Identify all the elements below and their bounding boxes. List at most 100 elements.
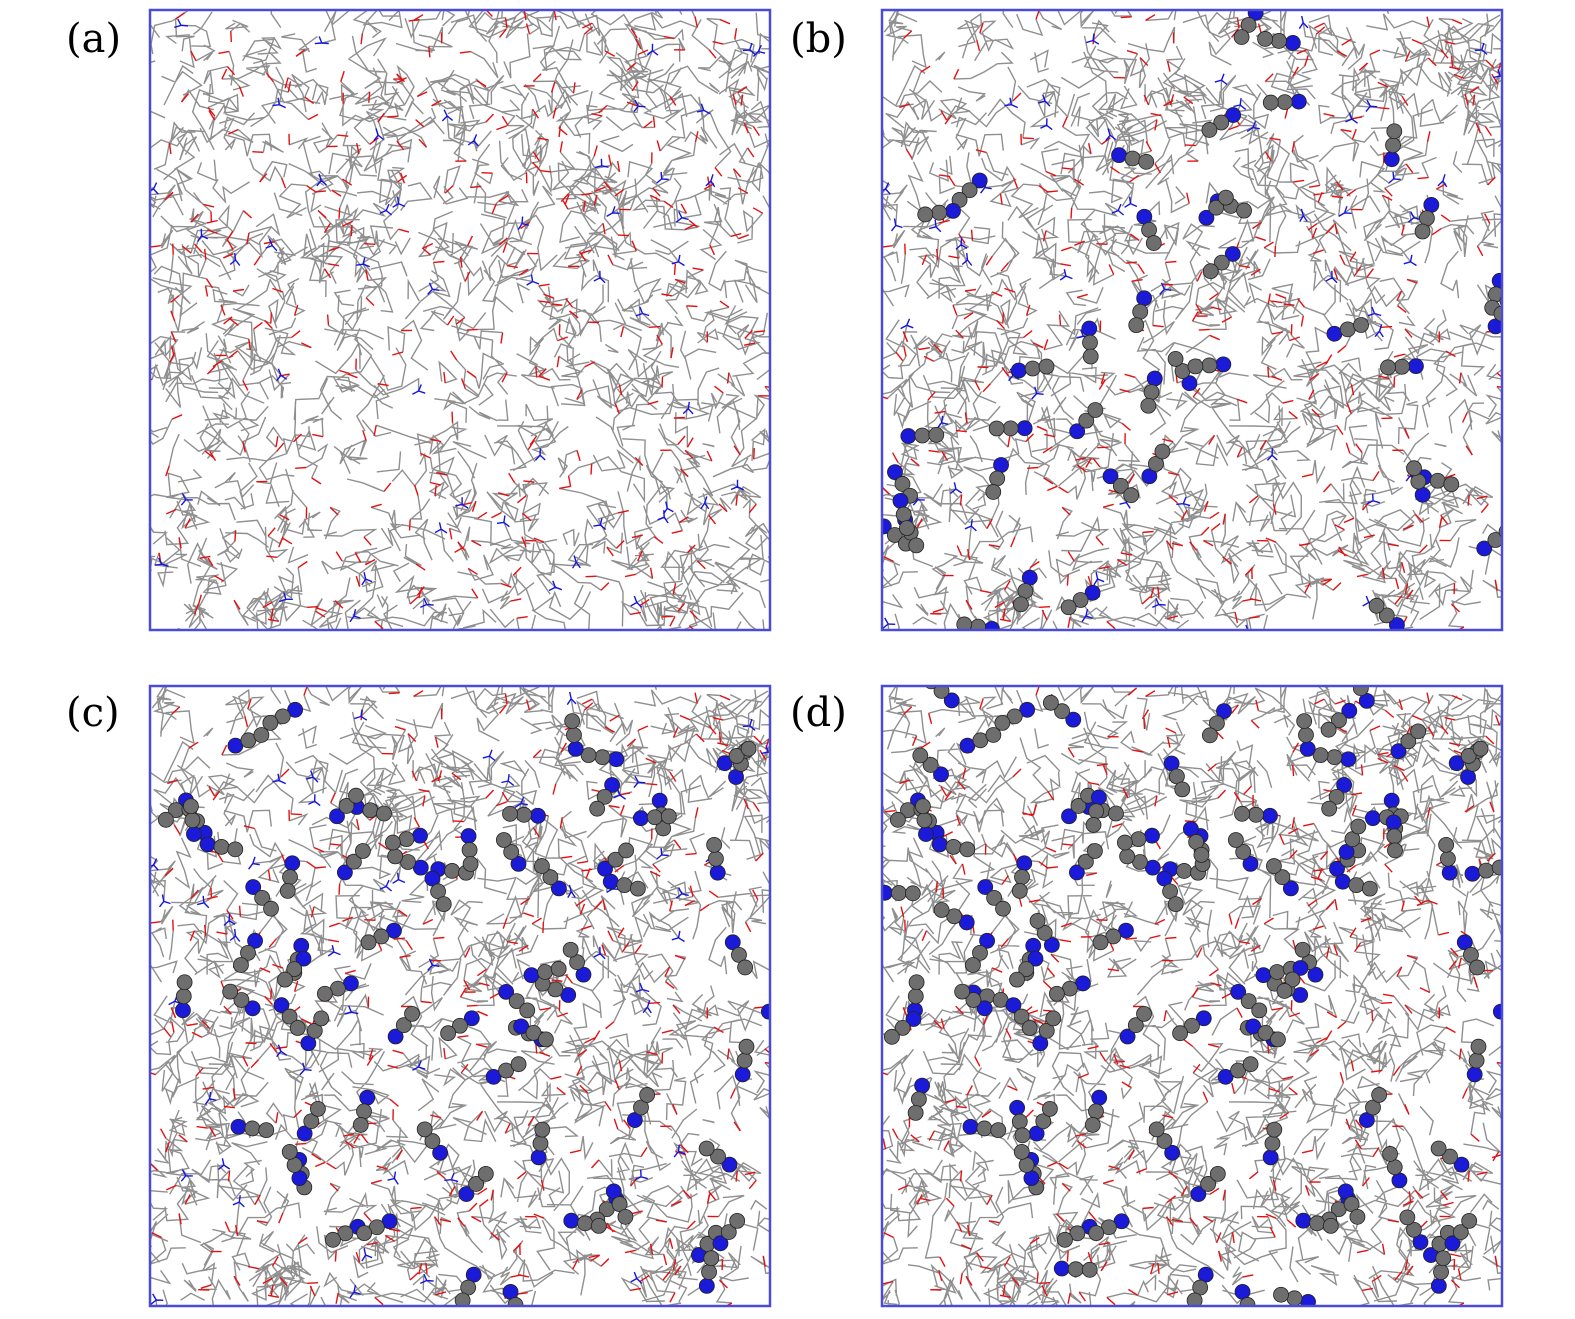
- atom: [1469, 959, 1486, 976]
- atom: [977, 879, 994, 895]
- atom: [508, 993, 525, 1010]
- atom: [886, 527, 903, 543]
- atom: [157, 811, 174, 828]
- atom: [316, 985, 333, 1002]
- atom: [1190, 1186, 1207, 1202]
- atom: [1200, 1176, 1217, 1192]
- atom: [569, 954, 585, 971]
- atom: [1119, 848, 1136, 865]
- atom: [1024, 360, 1041, 377]
- molecules: [150, 10, 770, 630]
- atom: [1201, 122, 1218, 138]
- atom: [1102, 468, 1119, 485]
- atom: [915, 798, 931, 815]
- nitrogen-bonds: [882, 15, 1502, 630]
- atom: [477, 1165, 494, 1182]
- atom: [1124, 150, 1141, 167]
- atom: [1321, 800, 1338, 817]
- atom: [1193, 847, 1210, 863]
- atom: [1085, 817, 1102, 833]
- atom: [1430, 1140, 1447, 1157]
- atom: [1284, 35, 1301, 51]
- atom: [1271, 33, 1287, 49]
- panel-label: (a): [66, 16, 121, 62]
- atom: [1036, 925, 1053, 941]
- atom: [244, 1120, 261, 1137]
- atom: [362, 802, 379, 819]
- panel-border: [880, 8, 1504, 632]
- atom: [1378, 607, 1395, 624]
- atom: [1082, 348, 1099, 365]
- atom: [1312, 747, 1329, 764]
- atom: [922, 757, 939, 773]
- atom: [1234, 805, 1250, 822]
- atom: [1017, 583, 1034, 599]
- atom: [356, 1225, 373, 1242]
- atom: [916, 812, 933, 829]
- atom: [734, 1066, 751, 1083]
- atom: [712, 1235, 729, 1252]
- atom: [1385, 137, 1401, 154]
- atom: [1021, 1020, 1038, 1036]
- atom: [1172, 1025, 1188, 1042]
- atom: [523, 967, 540, 984]
- atom: [1262, 1149, 1279, 1166]
- atom: [233, 957, 249, 973]
- atom: [1224, 246, 1241, 262]
- atom: [1184, 1017, 1200, 1034]
- atom: [1009, 1099, 1026, 1116]
- atom: [1042, 694, 1059, 711]
- atom: [1084, 1117, 1101, 1133]
- atom: [432, 1144, 449, 1161]
- atom: [387, 848, 404, 865]
- atom: [532, 1135, 549, 1152]
- atom: [1386, 828, 1403, 845]
- atom: [498, 1062, 514, 1079]
- molecules: [882, 686, 1502, 1306]
- molecules: [150, 686, 770, 1306]
- atom: [1390, 743, 1407, 760]
- atom: [1154, 443, 1171, 460]
- atom: [1217, 189, 1234, 206]
- atom: [608, 751, 625, 768]
- atom: [1067, 1261, 1084, 1278]
- atom: [1111, 147, 1127, 164]
- atom: [703, 1250, 720, 1267]
- atom: [1307, 966, 1324, 983]
- atom: [1140, 397, 1157, 414]
- atom: [281, 1008, 298, 1025]
- snapshot-panel: [880, 8, 1504, 632]
- atom: [887, 464, 903, 481]
- atom: [1006, 708, 1023, 725]
- atom: [1443, 476, 1460, 493]
- atom: [412, 827, 428, 844]
- atom: [1138, 153, 1155, 170]
- atom: [945, 203, 961, 219]
- atom: [617, 1208, 634, 1225]
- atom: [1065, 711, 1082, 728]
- atom: [1230, 984, 1247, 1000]
- atom: [943, 692, 960, 709]
- atom: [1460, 748, 1477, 764]
- atom: [1072, 592, 1089, 608]
- atom: [1242, 1056, 1259, 1073]
- atom: [1322, 1218, 1339, 1234]
- atom: [384, 834, 401, 851]
- atom: [1087, 402, 1104, 418]
- atom: [503, 844, 520, 860]
- atom: [1286, 1290, 1303, 1306]
- atom: [1021, 569, 1038, 586]
- atom: [986, 889, 1003, 906]
- atom: [286, 961, 303, 978]
- atom: [398, 831, 415, 848]
- atom: [282, 869, 298, 885]
- atom: [1027, 950, 1044, 967]
- atom: [1456, 934, 1473, 951]
- atom: [1023, 1170, 1040, 1187]
- atom: [1257, 1024, 1274, 1041]
- snapshot-panel: [880, 684, 1504, 1308]
- atom: [462, 856, 479, 872]
- atom: [1282, 880, 1299, 897]
- atom: [933, 766, 949, 783]
- atom: [564, 713, 581, 729]
